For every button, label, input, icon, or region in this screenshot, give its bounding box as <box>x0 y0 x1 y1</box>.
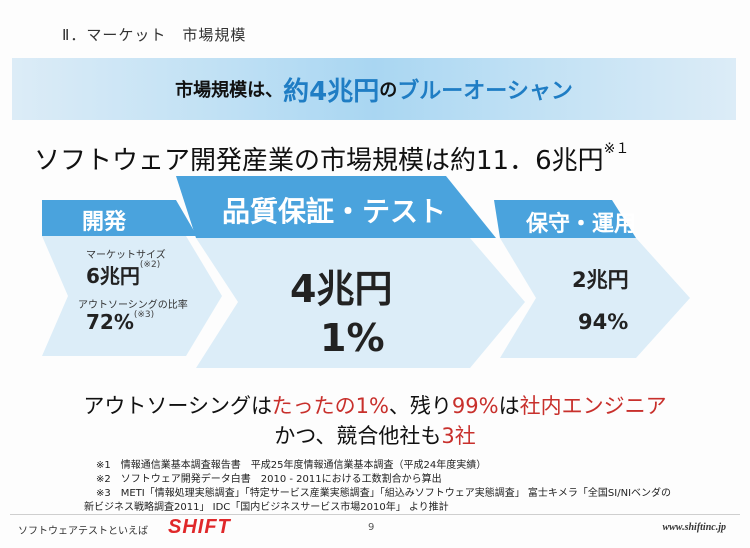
footer-divider <box>10 514 740 515</box>
summary-highlight-3: 3社 <box>441 424 476 448</box>
banner-text-1: 市場規模は、 <box>175 80 284 101</box>
qa-market-value: 4兆円 <box>290 267 393 311</box>
ops-arrow-header <box>494 200 636 238</box>
dev-stage-title: 開発 <box>82 210 127 235</box>
footnotes: ※1 情報通信業基本調査報告書 平成25年度情報通信業基本調査（平成24年度実績… <box>84 459 672 515</box>
footnote-1: ※1 情報通信業基本調査報告書 平成25年度情報通信業基本調査（平成24年度実績… <box>96 460 487 471</box>
qa-outsourcing-value: 1% <box>320 316 385 360</box>
dev-arrow-header <box>42 200 197 236</box>
dev-market-note: (※2) <box>139 260 161 270</box>
dev-outsourcing-note: (※3) <box>133 310 155 320</box>
summary-text-competitors: かつ、競合他社も <box>274 424 442 448</box>
summary-line-1: アウトソーシングはたったの1%、残り99%は社内エンジニア <box>0 390 750 420</box>
summary-text-a: アウトソーシングは <box>83 394 272 418</box>
section-title: Ⅱ．マーケット 市場規模 <box>62 26 247 44</box>
footnote-3: ※3 METI「情報処理実態調査」「特定サービス産業実態調査」「組込みソフトウェ… <box>96 488 672 499</box>
summary-highlight-99pct: 99% <box>451 394 499 418</box>
summary-highlight-in-house: 社内エンジニア <box>519 394 667 418</box>
qa-arrow-header <box>176 176 496 238</box>
headline-text: ソフトウェア開発産業の市場規模は約11．6兆円 <box>34 146 604 176</box>
shift-logo: SHIFT <box>168 516 231 538</box>
footer-url: www.shiftinc.jp <box>662 522 726 533</box>
ops-arrow-body <box>500 238 690 358</box>
ops-stage-title: 保守・運用 <box>526 212 637 237</box>
dev-arrow-body <box>42 236 222 356</box>
dev-outsourcing-value: 72% <box>86 310 134 334</box>
page-number: 9 <box>368 522 375 533</box>
banner-highlight-amount: 約4兆円 <box>283 76 380 107</box>
footer-tagline: ソフトウェアテストといえば <box>18 526 148 537</box>
summary-highlight-1pct: たったの1% <box>271 394 389 418</box>
banner-text-2: の <box>379 80 398 101</box>
dev-market-label: マーケットサイズ <box>86 250 166 261</box>
summary-text-c: 、残り <box>388 394 452 418</box>
dev-outsourcing-label: アウトソーシングの比率 <box>78 300 188 311</box>
headline: ソフトウェア開発産業の市場規模は約11．6兆円※１ <box>34 140 629 177</box>
ops-outsourcing-value: 94% <box>578 310 629 334</box>
qa-stage-title: 品質保証・テスト <box>222 195 447 228</box>
summary-text-e: は <box>498 394 520 418</box>
footnote-2: ※2 ソフトウェア開発データ白書 2010 - 2011における工数割合から算出 <box>96 474 442 485</box>
headline-note: ※１ <box>603 141 630 157</box>
summary-line-2: かつ、競合他社も3社 <box>0 420 750 450</box>
dev-market-value: 6兆円 <box>86 264 140 288</box>
ops-market-value: 2兆円 <box>572 268 629 292</box>
banner: 市場規模は、 約4兆円 の ブルーオーシャン <box>12 58 736 120</box>
dev-market: 6兆円(※2) <box>86 260 160 289</box>
qa-arrow-body <box>196 238 525 368</box>
dev-outsourcing: 72%(※3) <box>86 310 154 334</box>
footnote-3-cont: 新ビジネス戦略調査2011」 IDC「国内ビジネスサービス市場2010年」 より… <box>84 502 449 513</box>
banner-highlight-blue-ocean: ブルーオーシャン <box>397 79 573 104</box>
